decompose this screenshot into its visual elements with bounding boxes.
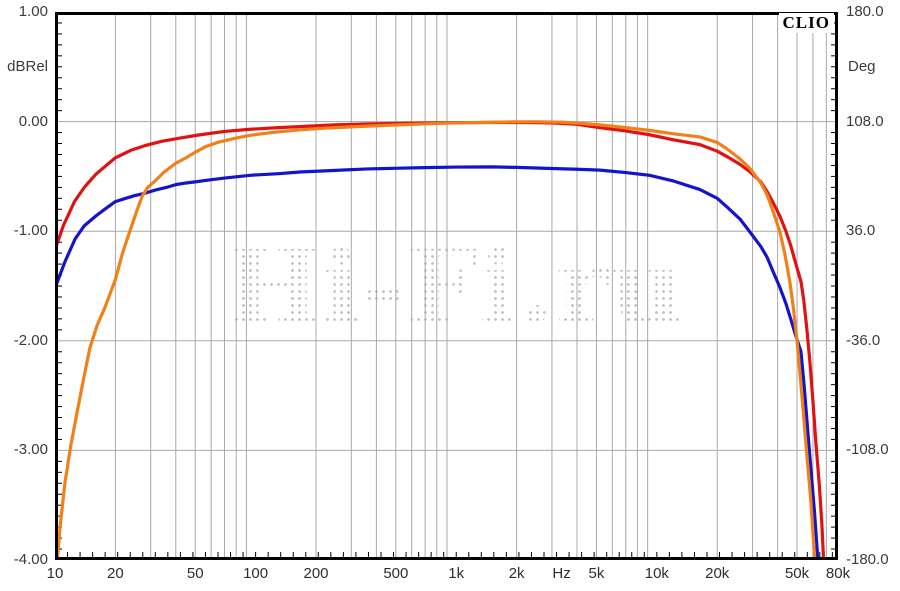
- x-axis-tick-label: 200: [303, 565, 329, 582]
- x-axis-tick-label: 20: [107, 565, 124, 582]
- x-axis-tick-label: 10k: [644, 565, 669, 582]
- left-axis-tick-label: -3.00: [13, 441, 48, 459]
- x-axis-tick-label: 500: [383, 565, 409, 582]
- right-axis-tick-label: 36.0: [846, 222, 876, 240]
- left-axis-tick-label: -1.00: [13, 222, 48, 240]
- brand-label: CLIO: [778, 13, 834, 33]
- x-axis-tick-label: 5k: [588, 565, 605, 582]
- x-axis-unit-label: Hz: [552, 565, 571, 582]
- left-axis-tick-label: 1.00: [18, 3, 48, 20]
- x-axis-tick-label: 50: [186, 565, 204, 582]
- x-axis-tick-label: 80k: [825, 565, 851, 582]
- chart-canvas: [55, 12, 838, 560]
- frequency-response-red-curve: [55, 120, 826, 560]
- right-axis-tick-label: -108.0: [846, 441, 889, 459]
- right-axis-tick-label: 108.0: [846, 112, 884, 130]
- left-axis-tick-label: 0.00: [18, 112, 48, 130]
- plot-border: [55, 12, 838, 560]
- x-axis-tick-label: 10: [46, 565, 64, 582]
- left-axis-unit: dBRel: [7, 58, 48, 75]
- x-axis-tick-label: 1k: [448, 565, 465, 582]
- right-axis-tick-label: 180.0: [846, 3, 884, 20]
- right-axis-unit: Deg: [848, 58, 876, 75]
- right-axis-tick-label: -180.0: [846, 551, 889, 568]
- right-axis-tick-label: -36.0: [846, 331, 881, 349]
- frequency-response-blue-curve: [55, 165, 820, 560]
- x-axis-tick-label: 100: [243, 565, 269, 582]
- x-axis-tick-label: 50k: [784, 565, 810, 582]
- watermark-text: Hi-Fi.ru: [226, 228, 686, 346]
- x-axis-tick-label: 20k: [705, 565, 730, 582]
- left-axis-tick-label: -2.00: [13, 331, 48, 349]
- left-axis-tick-label: -4.00: [13, 551, 48, 568]
- x-axis-tick-label: 2k: [508, 565, 525, 582]
- frequency-response-orange-curve: [55, 120, 817, 560]
